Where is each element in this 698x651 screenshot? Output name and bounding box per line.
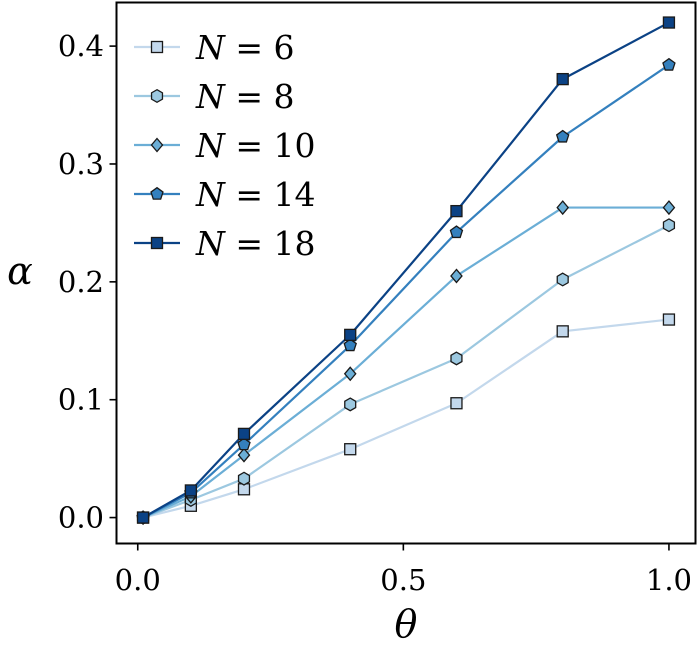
data-point <box>344 328 357 342</box>
legend-marker <box>150 236 164 250</box>
series-markers <box>136 16 676 526</box>
y-tick-label: 0.4 <box>58 29 104 63</box>
y-tick-label: 0.3 <box>58 147 104 181</box>
legend-label: N = 8 <box>195 77 295 116</box>
data-point <box>450 204 463 218</box>
x-tick-label: 0.0 <box>115 563 161 597</box>
data-point <box>449 225 464 239</box>
data-point <box>555 129 570 143</box>
data-point <box>136 511 150 524</box>
data-point <box>237 471 251 486</box>
data-point <box>237 437 251 451</box>
x-tick-label: 0.5 <box>380 563 426 597</box>
y-tick-label: 0.2 <box>58 265 104 299</box>
legend-marker <box>150 88 164 104</box>
data-point <box>662 57 676 71</box>
data-point <box>237 427 251 441</box>
legend: N = 6 N = 8 N = 10 N = 14 N = 18 <box>134 28 316 263</box>
data-point <box>662 218 676 233</box>
plot-area <box>115 1 697 545</box>
axis-ticks: 0.0 0.5 1.0 0.0 0.1 0.2 0.3 0.4 <box>58 29 692 597</box>
y-tick-label: 0.0 <box>58 501 104 535</box>
data-point <box>662 16 676 29</box>
data-point <box>450 397 463 410</box>
x-tick-label: 1.0 <box>646 563 692 597</box>
data-point <box>237 447 251 463</box>
legend-marker <box>150 137 164 153</box>
data-point <box>184 484 198 497</box>
legend-marker <box>150 40 164 54</box>
x-axis-label: θ <box>395 602 418 646</box>
y-tick-label: 0.1 <box>58 383 104 417</box>
data-point <box>343 338 357 352</box>
legend-label: N = 18 <box>195 224 316 263</box>
data-point <box>662 200 676 216</box>
data-point <box>662 313 676 326</box>
data-point <box>344 443 357 456</box>
legend-marker <box>150 186 164 200</box>
data-point <box>556 200 570 216</box>
data-point <box>556 72 569 86</box>
legend-label: N = 6 <box>195 28 295 67</box>
data-point <box>344 397 357 412</box>
data-point <box>450 268 463 284</box>
legend-label: N = 10 <box>195 126 316 165</box>
y-axis-label: α <box>7 249 33 293</box>
legend-label: N = 14 <box>195 175 316 214</box>
data-point <box>556 325 569 338</box>
data-point <box>450 351 463 366</box>
data-point <box>556 272 569 287</box>
data-point <box>343 366 357 382</box>
